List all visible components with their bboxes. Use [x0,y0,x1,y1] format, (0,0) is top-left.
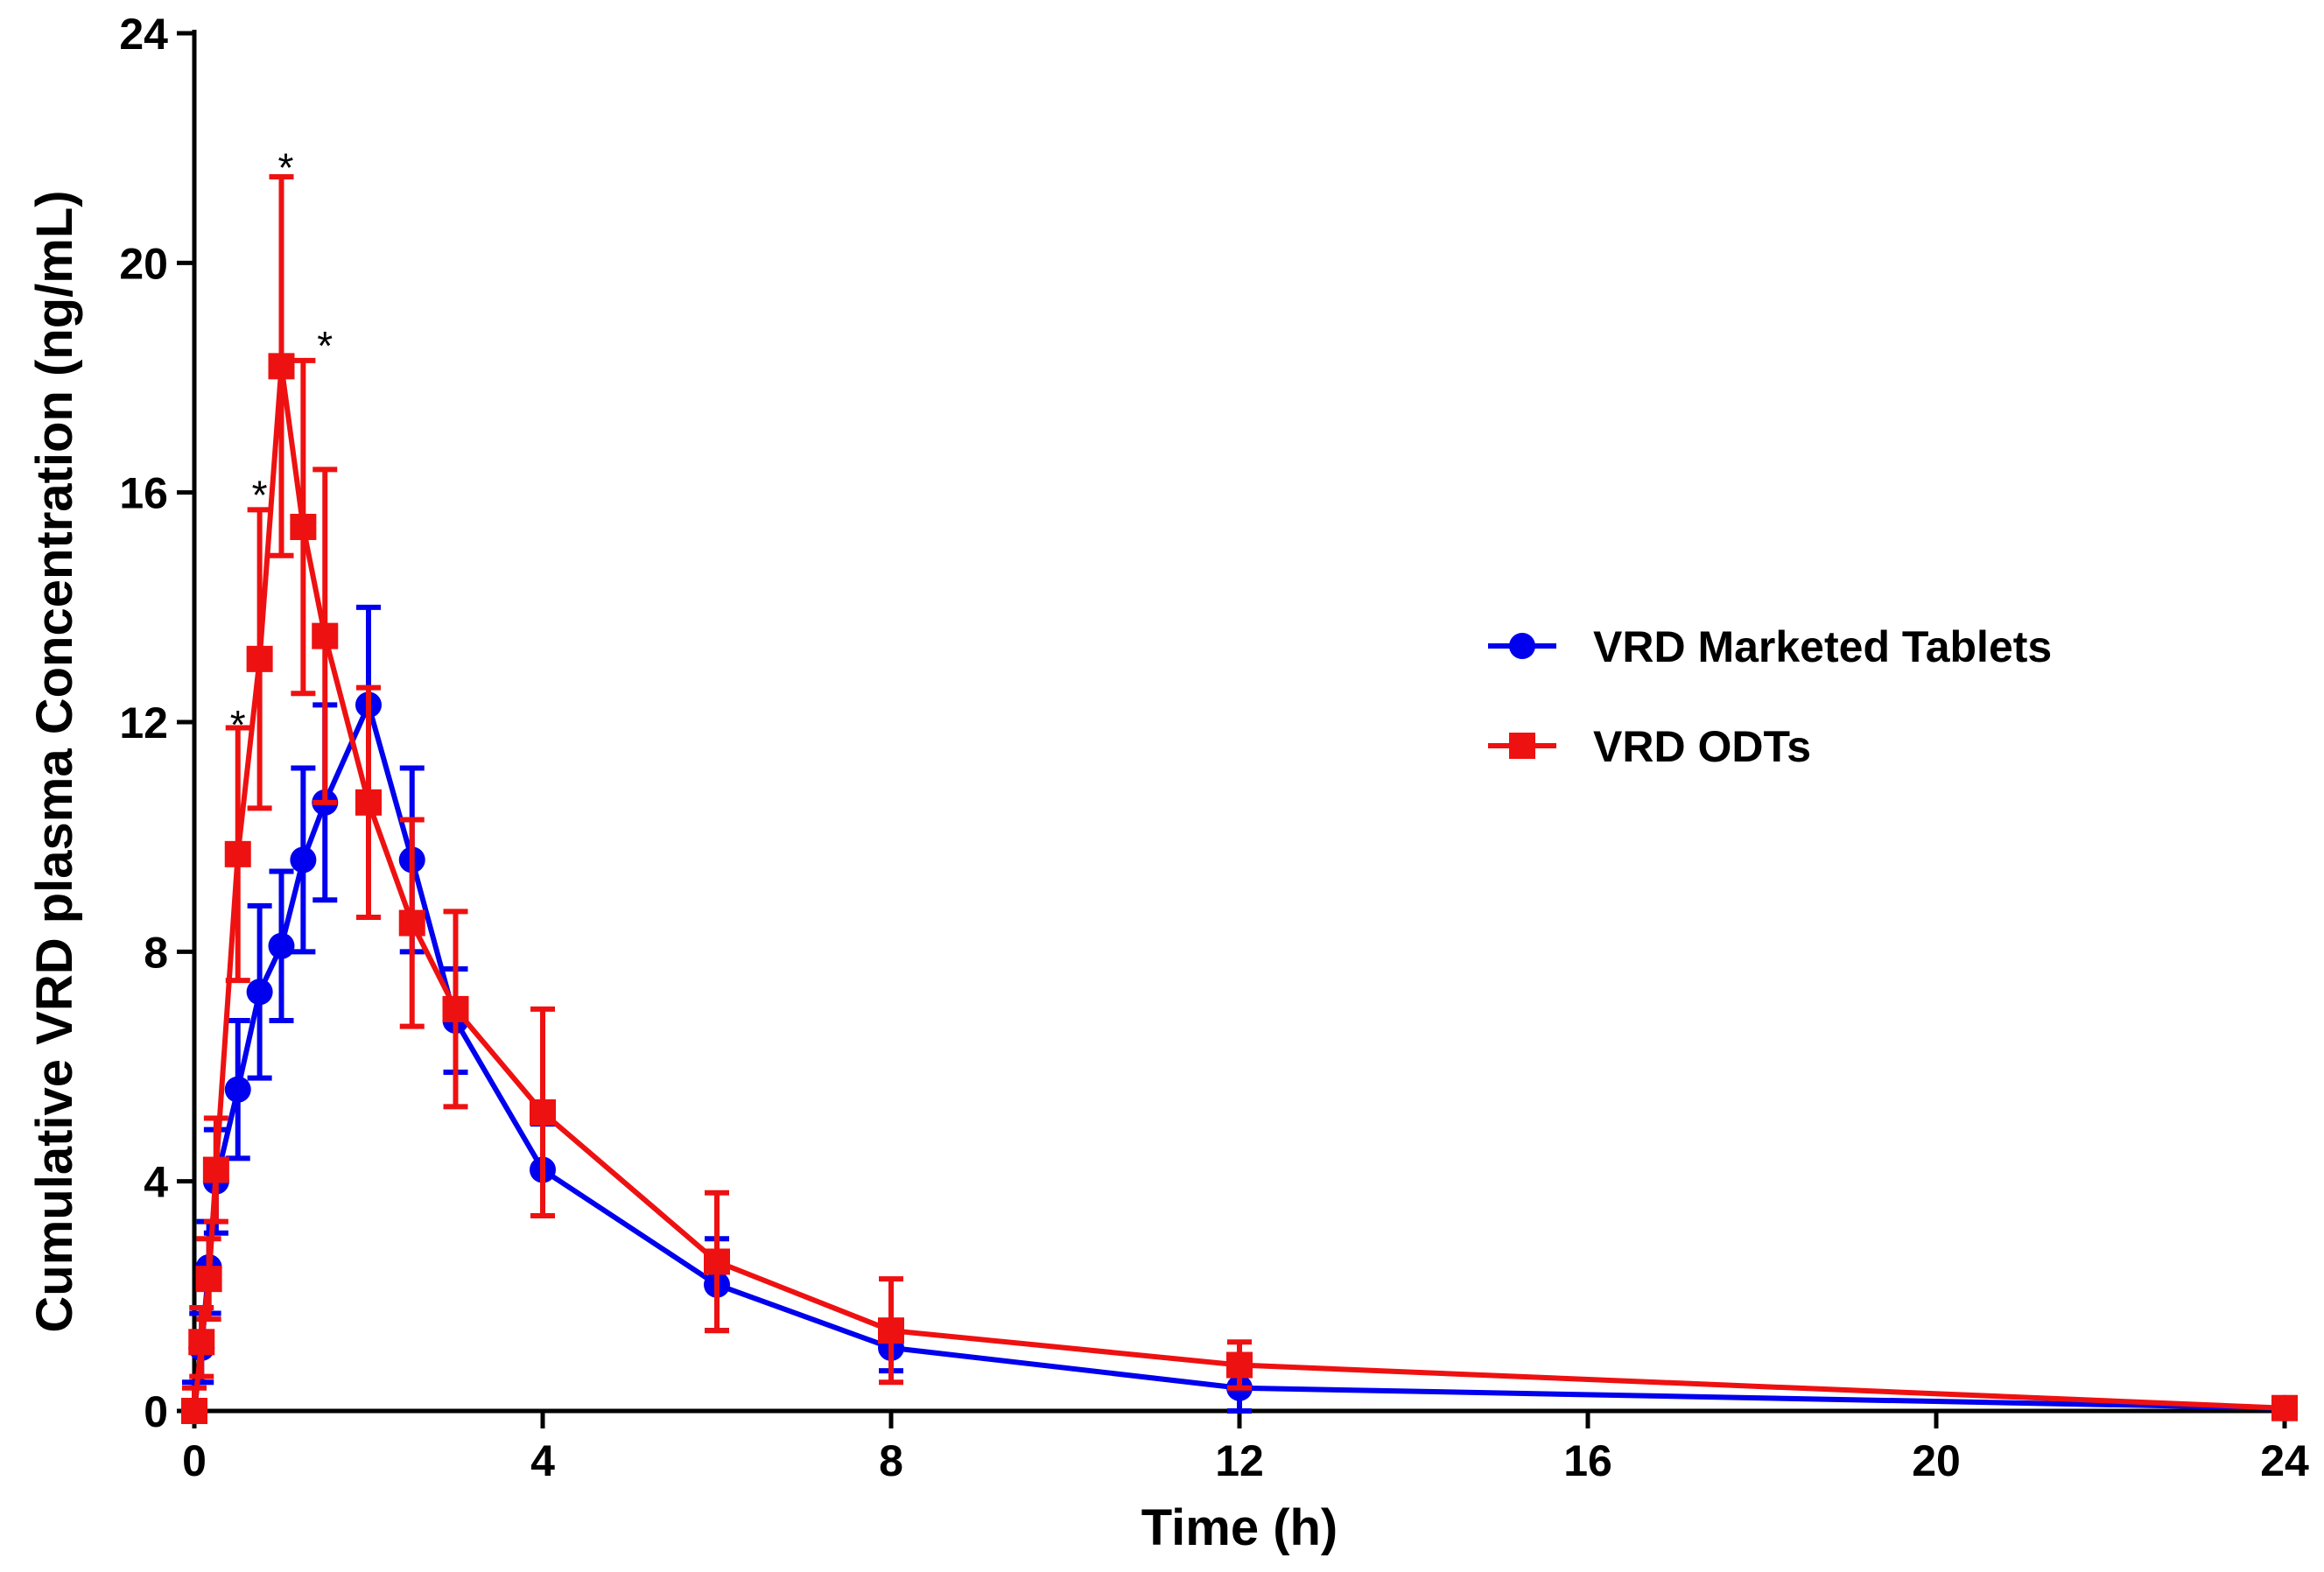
data-point [188,1329,215,1356]
data-point [312,622,339,649]
legend: VRD Marketed Tablets VRD ODTs [1488,622,2052,771]
data-point [355,789,382,816]
x-tick-label: 24 [2260,1436,2309,1485]
series-line [192,363,2285,1412]
x-tick-label: 0 [182,1436,207,1485]
y-tick-label: 0 [144,1387,168,1436]
data-point [268,932,295,959]
data-point [878,1317,904,1344]
significance-asterisk: * [317,323,333,368]
axes: 0 4 8 12 16 20 24 0 4 8 12 16 20 24 [119,10,2309,1485]
legend-marker [1509,733,1535,759]
data-point [704,1248,730,1275]
series-marketed-tablets [181,604,2298,1424]
x-axis-title: Time (h) [1141,1499,1338,1556]
series-layer [181,173,2298,1424]
data-point [224,840,251,867]
y-tick-label: 8 [144,928,168,977]
x-tick-label: 12 [1215,1436,1264,1485]
series-odts [181,173,2298,1424]
x-ticks: 0 4 8 12 16 20 24 [182,1411,2309,1485]
y-tick-label: 16 [119,469,168,518]
legend-item: VRD Marketed Tablets [1488,622,2052,671]
data-point [268,353,295,380]
data-point [181,1398,207,1424]
y-tick-label: 12 [119,698,168,747]
legend-marker [1509,633,1535,659]
series-line [192,702,2285,1412]
data-point [442,995,469,1022]
data-point [195,1266,222,1293]
data-point [530,1098,556,1126]
data-point [290,846,317,874]
data-point [202,1156,229,1183]
y-tick-label: 24 [119,10,168,59]
y-ticks: 0 4 8 12 16 20 24 [119,10,194,1436]
significance-asterisk: * [252,473,268,518]
data-point [246,979,273,1006]
y-tick-label: 4 [144,1158,168,1207]
data-point [246,645,273,672]
x-tick-label: 8 [879,1436,903,1485]
data-point [398,909,425,937]
x-tick-label: 16 [1563,1436,1612,1485]
legend-item: VRD ODTs [1488,722,1811,771]
y-tick-label: 20 [119,239,168,288]
x-tick-label: 20 [1912,1436,1961,1485]
x-tick-label: 4 [530,1436,555,1485]
data-point [224,1076,251,1103]
significance-asterisk: * [278,145,294,191]
legend-label: VRD ODTs [1593,722,1811,771]
data-point [1226,1351,1253,1379]
significance-annotations: * * * * [230,145,334,747]
legend-label: VRD Marketed Tablets [1593,622,2052,671]
data-point [2271,1394,2298,1421]
significance-asterisk: * [230,702,246,747]
y-axis-title: Cumulative VRD plasma Concentration (ng/… [26,190,83,1332]
data-point [290,514,317,541]
